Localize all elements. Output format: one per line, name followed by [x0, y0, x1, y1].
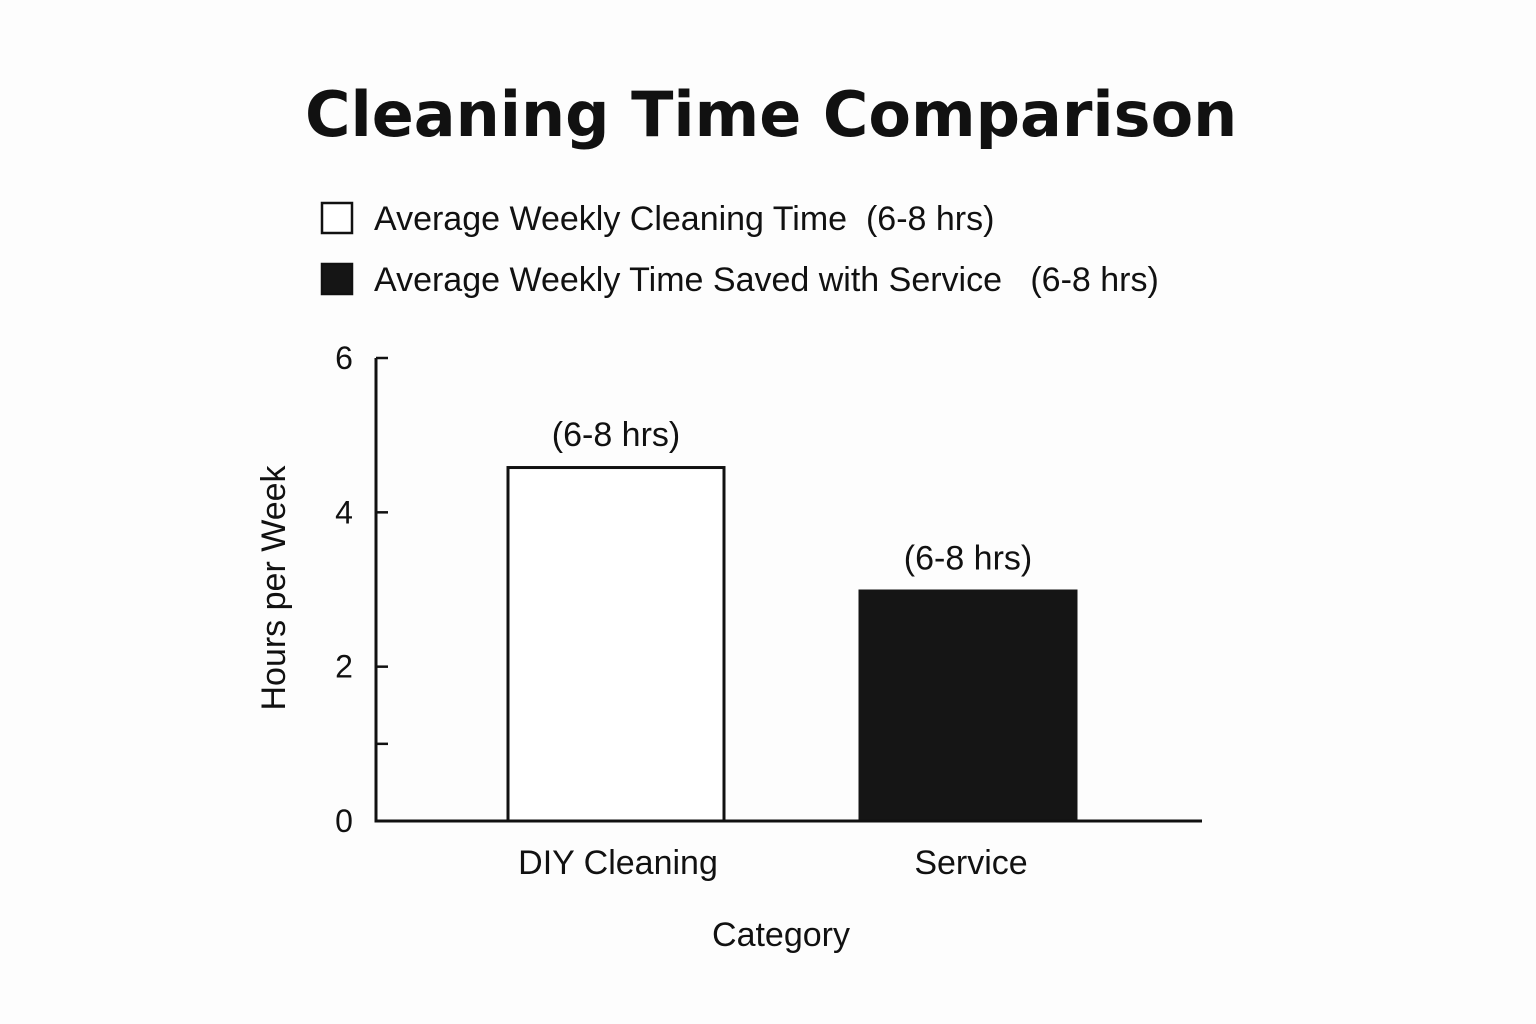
- y-tick-label-2: 2: [335, 649, 353, 685]
- data-labels: (6-8 hrs) (6-8 hrs): [552, 416, 1032, 577]
- bar-service: [858, 589, 1078, 821]
- plot-area: (6-8 hrs) (6-8 hrs) 0 2 4 6 DIY Cleaning Serv…: [335, 340, 1202, 882]
- y-axis-ticks: 0 2 4 6: [335, 340, 388, 839]
- y-tick-label-0: 0: [335, 803, 353, 839]
- chart-title: Cleaning Time Comparison: [305, 78, 1237, 151]
- x-tick-label-service: Service: [914, 844, 1027, 882]
- legend: Average Weekly Cleaning Time (6-8 hrs) Av…: [320, 200, 1159, 299]
- data-label-diy-cleaning: (6-8 hrs): [552, 416, 680, 454]
- x-axis-title: Category: [712, 916, 850, 954]
- legend-label-1: Average Weekly Cleaning Time (6-8 hrs): [374, 200, 994, 238]
- x-tick-label-diy-cleaning: DIY Cleaning: [518, 844, 718, 882]
- data-label-service: (6-8 hrs): [904, 540, 1032, 578]
- y-tick-label-4: 4: [335, 494, 353, 530]
- legend-label-2: Average Weekly Time Saved with Service (…: [374, 261, 1159, 299]
- bars: [506, 466, 1078, 823]
- y-tick-label-6: 6: [335, 340, 353, 376]
- legend-swatch-2: [320, 262, 354, 296]
- legend-swatch-1: [320, 201, 354, 235]
- x-axis-tick-labels: DIY Cleaning Service: [518, 844, 1028, 882]
- bar-diy-cleaning: [506, 466, 726, 823]
- y-axis-title: Hours per Week: [255, 464, 293, 710]
